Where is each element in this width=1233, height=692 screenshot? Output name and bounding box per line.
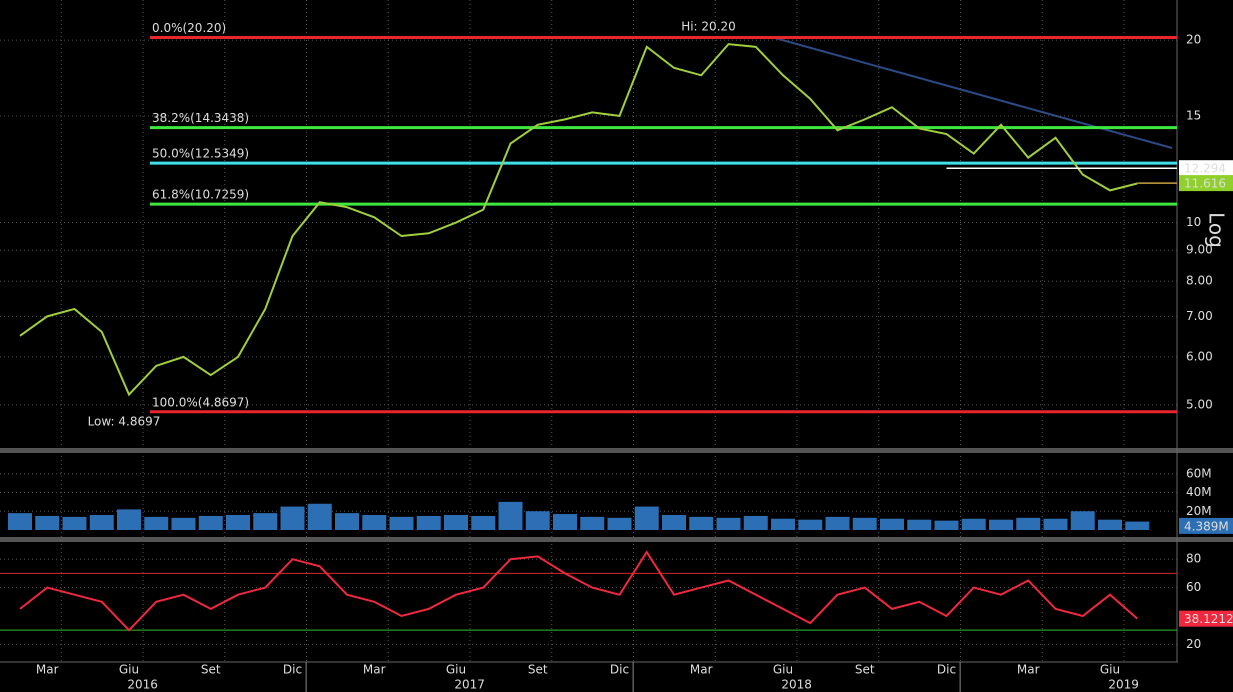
volume-bar	[471, 515, 496, 530]
volume-bar	[771, 518, 795, 530]
year-label: 2019	[1108, 678, 1139, 692]
year-label: 2018	[781, 678, 812, 692]
last-value-label: 12.294	[1184, 162, 1226, 176]
volume-bar	[961, 518, 986, 530]
volume-bar	[444, 515, 468, 530]
last-value-label: 11.616	[1184, 177, 1226, 191]
x-tick-label: Dic	[610, 663, 629, 677]
volume-bar	[280, 506, 305, 530]
x-tick-label: Giu	[446, 663, 466, 677]
volume-bar	[852, 517, 877, 530]
axis-label: Log	[1205, 212, 1229, 248]
volume-bar	[1125, 521, 1150, 530]
x-tick-label: Giu	[773, 663, 793, 677]
x-tick-label: Giu	[119, 663, 139, 677]
volume-bar	[89, 515, 114, 530]
x-tick-label: Giu	[1100, 663, 1120, 677]
x-tick-label: Set	[855, 663, 875, 677]
y-tick-label: 60M	[1186, 466, 1212, 480]
volume-bar	[1070, 511, 1095, 530]
x-tick-label: Mar	[1017, 663, 1040, 677]
y-tick-label: 9.00	[1186, 243, 1213, 257]
year-label: 2017	[454, 678, 485, 692]
volume-bar	[689, 516, 714, 530]
last-value-box	[1179, 610, 1233, 627]
level-label: 61.8%(10.7259)	[152, 188, 249, 202]
y-tick-label: 20	[1186, 637, 1201, 651]
low-label: Low: 4.8697	[88, 415, 161, 429]
x-tick-label: Mar	[36, 663, 59, 677]
volume-bar	[553, 514, 577, 530]
volume-bar	[117, 509, 141, 530]
volume-bar	[362, 515, 387, 530]
level-label: 100.0%(4.8697)	[152, 395, 249, 409]
y-tick-label: 40M	[1186, 485, 1212, 499]
volume-bar	[743, 515, 768, 530]
volume-bar	[62, 516, 87, 530]
last-value-box	[1179, 160, 1233, 177]
level-label: 38.2%(14.3438)	[152, 111, 249, 125]
y-tick-label: 10	[1186, 215, 1201, 229]
volume-bar	[198, 515, 223, 530]
volume-bar	[35, 515, 60, 530]
volume-bar	[1043, 518, 1068, 530]
volume-bar	[498, 501, 523, 530]
volume-bar	[8, 513, 32, 530]
last-value-label: 38.1212	[1184, 612, 1233, 626]
y-tick-label: 20M	[1186, 504, 1212, 518]
last-value-box	[1179, 517, 1233, 534]
volume-bar	[662, 515, 686, 530]
volume-bar	[1016, 517, 1041, 530]
panel-divider	[0, 537, 1233, 542]
y-tick-label: 20	[1186, 33, 1201, 47]
x-tick-label: Dic	[937, 663, 956, 677]
volume-bar	[607, 517, 632, 530]
y-tick-label: 80	[1186, 552, 1201, 566]
volume-bar	[335, 513, 359, 530]
year-label: 2016	[127, 678, 158, 692]
volume-bar	[934, 520, 959, 530]
y-tick-label: 15	[1186, 108, 1201, 122]
volume-bar	[634, 506, 659, 530]
last-value-label: 4.389M	[1184, 519, 1229, 533]
volume-bar	[907, 519, 932, 530]
volume-bar	[989, 519, 1013, 530]
volume-bar	[416, 515, 441, 530]
volume-bar	[580, 516, 605, 530]
x-tick-label: Dic	[283, 663, 302, 677]
trend-line	[774, 37, 1173, 149]
volume-bar	[144, 516, 169, 530]
volume-bar	[171, 517, 196, 530]
y-tick-label: 5.00	[1186, 397, 1213, 411]
y-tick-label: 7.00	[1186, 309, 1213, 323]
level-label: 50.0%(12.5349)	[152, 147, 249, 161]
volume-bar	[1098, 519, 1122, 530]
last-value-box	[1179, 175, 1233, 192]
volume-bar	[525, 511, 550, 530]
volume-bar	[798, 519, 823, 530]
y-tick-label: 6.00	[1186, 349, 1213, 363]
level-label: 0.0%(20.20)	[152, 21, 226, 35]
y-tick-label: 60	[1186, 580, 1201, 594]
price-line	[19, 550, 1138, 632]
x-tick-label: Set	[528, 663, 548, 677]
x-tick-label: Mar	[690, 663, 713, 677]
x-tick-label: Set	[201, 663, 221, 677]
volume-bar	[226, 515, 250, 530]
volume-bar	[253, 513, 278, 530]
volume-bar	[389, 516, 414, 530]
volume-bar	[825, 516, 850, 530]
high-label: Hi: 20.20	[681, 20, 736, 34]
volume-bar	[307, 503, 332, 530]
panel-divider	[0, 448, 1233, 453]
x-tick-label: Mar	[363, 663, 386, 677]
volume-bar	[716, 517, 741, 530]
volume-bar	[880, 518, 904, 530]
y-tick-label: 8.00	[1186, 274, 1213, 288]
price-line	[19, 43, 1138, 397]
